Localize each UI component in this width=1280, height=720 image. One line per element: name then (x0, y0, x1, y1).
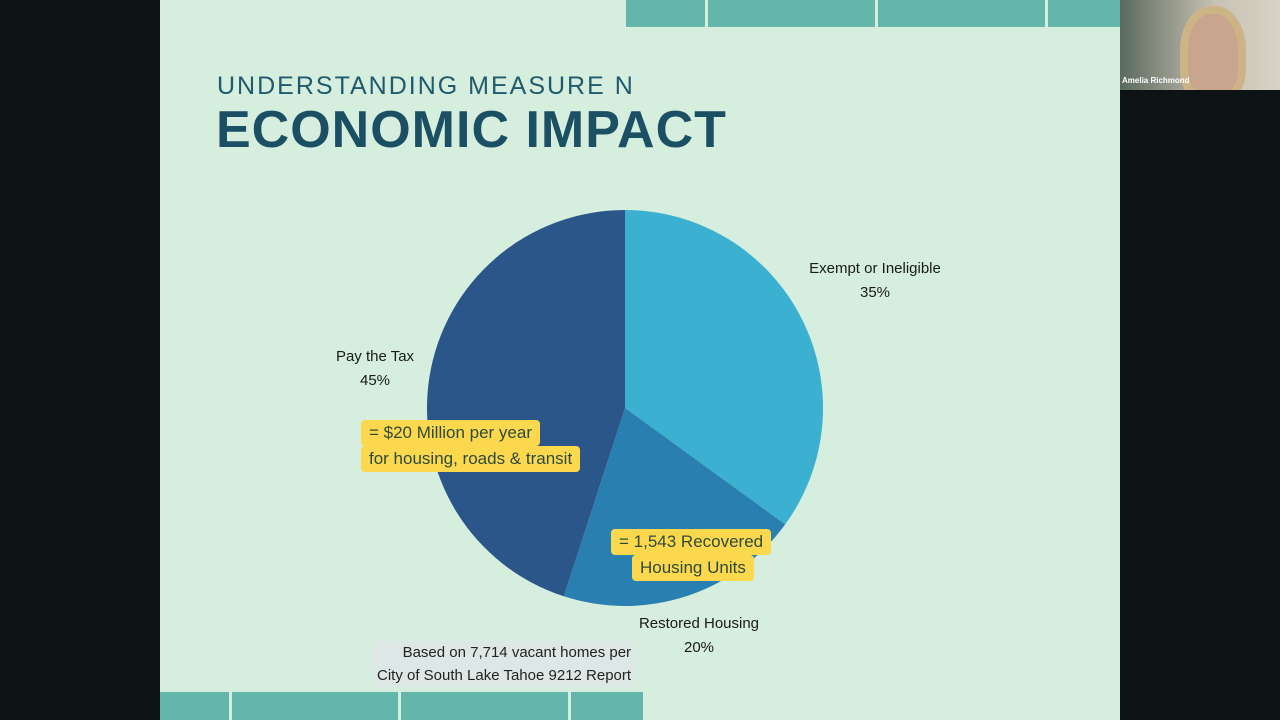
participant-name: Amelia Richmond (1122, 76, 1190, 85)
pie-slice-pay-the-tax (426, 209, 625, 597)
label-value: 20% (683, 639, 715, 656)
highlight-text: Housing Units (640, 558, 746, 577)
highlight-text: for housing, roads & transit (369, 449, 573, 468)
pie-slice-exempt-or-ineligible (625, 210, 824, 525)
slice-label-restored: Restored Housing 20% (604, 612, 794, 660)
slice-label-pay: Pay the Tax 45% (310, 345, 440, 393)
slice-label-exempt: Exempt or Ineligible 35% (780, 257, 970, 305)
label-text: Pay the Tax (335, 348, 415, 365)
highlight-housing-units: Housing Units (632, 555, 754, 581)
highlight-text: = $20 Million per year (369, 423, 533, 442)
participant-video-tile[interactable]: Amelia Richmond (1120, 0, 1280, 90)
label-value: 45% (359, 372, 391, 389)
decorative-bottom-bar (160, 692, 643, 720)
note-line: City of South Lake Tahoe 9212 Report (377, 667, 632, 684)
highlight-text: = 1,543 Recovered (619, 532, 764, 551)
note-line: Based on 7,714 vacant homes per (402, 644, 632, 661)
label-text: Restored Housing (638, 615, 760, 632)
highlight-recovered-units: = 1,543 Recovered (611, 529, 772, 555)
source-note: Based on 7,714 vacant homes per City of … (373, 641, 636, 687)
highlight-tax-use: for housing, roads & transit (361, 446, 581, 472)
highlight-tax-revenue: = $20 Million per year (361, 420, 541, 446)
slide-subtitle: UNDERSTANDING MEASURE N (217, 72, 635, 100)
presentation-slide: UNDERSTANDING MEASURE N ECONOMIC IMPACT … (160, 0, 1120, 720)
decorative-top-bar (626, 0, 1120, 27)
slide-title: ECONOMIC IMPACT (216, 101, 727, 159)
participant-video (1188, 14, 1238, 90)
label-value: 35% (859, 284, 891, 301)
label-text: Exempt or Ineligible (809, 260, 941, 277)
